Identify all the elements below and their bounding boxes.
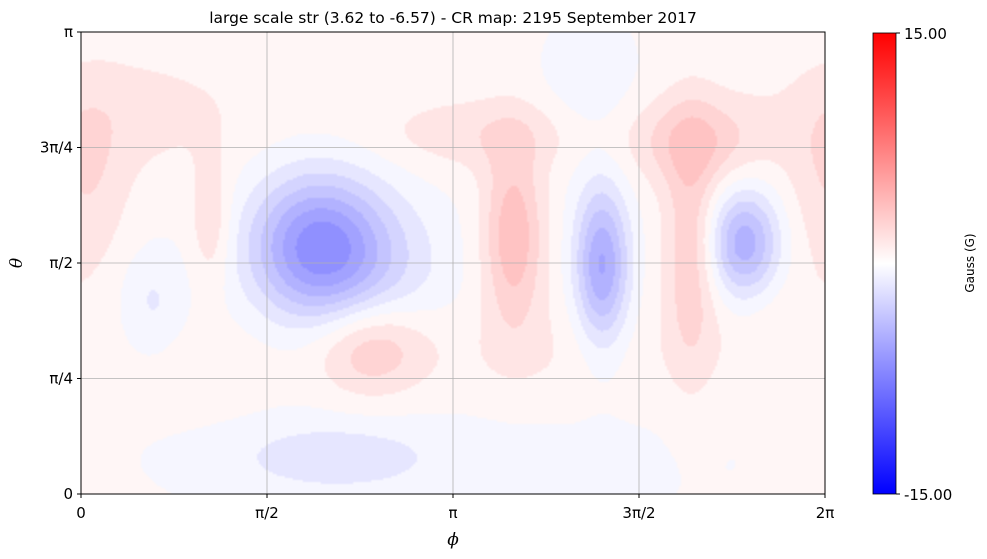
y-axis-label: θ: [7, 258, 27, 268]
x-tick-label: 2π: [816, 504, 835, 522]
y-tick-label: 3π/4: [40, 139, 73, 157]
x-tick-label: 3π/2: [622, 504, 655, 522]
colorbar-label: Gauss (G): [963, 233, 977, 292]
grid-lines: [81, 32, 825, 494]
x-axis: 0 π/2 π 3π/2 2π: [76, 494, 834, 522]
x-tick-label: π: [448, 504, 457, 522]
chart-title: large scale str (3.62 to -6.57) - CR map…: [209, 9, 697, 27]
x-tick-label: π/2: [255, 504, 279, 522]
y-tick-label: π/2: [49, 254, 73, 272]
y-axis: 0 π/4 π/2 3π/4 π: [40, 23, 81, 503]
y-tick-label: 0: [63, 485, 73, 503]
x-axis-label: ϕ: [447, 530, 459, 550]
y-tick-label: π/4: [49, 370, 73, 388]
x-tick-label: 0: [76, 504, 86, 522]
colorbar-max-label: 15.00: [904, 25, 947, 43]
y-tick-label: π: [64, 23, 73, 41]
plot-area: [80, 31, 826, 495]
colorbar: 15.00 -15.00 Gauss (G): [872, 25, 977, 504]
colorbar-min-label: -15.00: [904, 486, 952, 504]
colorbar-gradient: [872, 32, 897, 495]
